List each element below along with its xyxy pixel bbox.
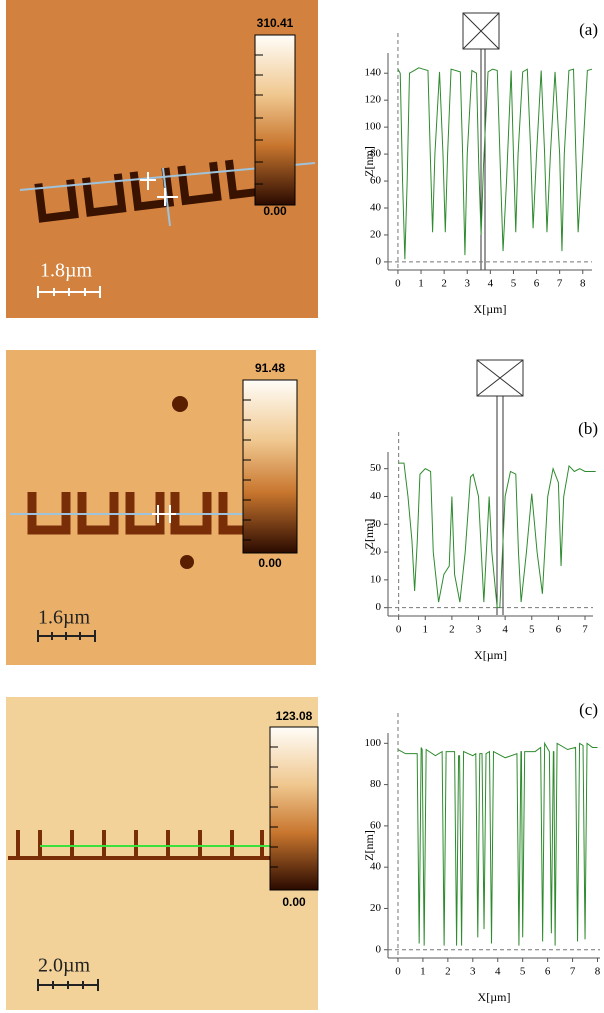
colorbar-min: 0.00 [282, 895, 306, 909]
x-tick-label: 6 [545, 966, 551, 978]
x-tick-label: 7 [570, 966, 576, 978]
profile-line [397, 67, 593, 260]
y-tick-label: 40 [370, 490, 382, 502]
cursor-boxes [462, 12, 524, 615]
y-tick-label: 100 [365, 121, 382, 133]
y-axis-label: Z[nm] [362, 146, 376, 177]
x-tick-label: 1 [420, 966, 426, 978]
y-tick-label: 20 [370, 902, 382, 914]
afm-image-a: 310.41 0.00 1.8µm [6, 0, 318, 318]
y-tick-label: 40 [370, 861, 382, 873]
x-tick-label: 2 [449, 624, 455, 636]
y-tick-label: 40 [370, 202, 382, 214]
x-tick-label: 2 [441, 278, 447, 290]
y-tick-label: 140 [365, 67, 382, 79]
x-tick-label: 1 [418, 278, 424, 290]
y-tick-label: 60 [370, 819, 382, 831]
scale-bar-label: 1.8µm [40, 260, 93, 282]
panel-label: (b) [578, 419, 598, 438]
x-tick-label: 7 [582, 624, 588, 636]
profile-line [397, 741, 598, 946]
y-tick-label: 20 [370, 228, 382, 240]
y-tick-label: 50 [370, 462, 382, 474]
colorbar-max: 123.08 [276, 709, 313, 723]
x-tick-label: 8 [595, 966, 601, 978]
x-tick-label: 4 [502, 624, 508, 636]
x-axis-label: X[µm] [474, 302, 507, 316]
panel-label: (c) [579, 700, 598, 719]
y-axis-label: Z[nm] [362, 519, 376, 550]
y-tick-label: 80 [370, 778, 382, 790]
panel-label: (a) [579, 20, 598, 39]
x-tick-label: 0 [395, 278, 401, 290]
x-tick-label: 5 [511, 278, 517, 290]
x-tick-label: 4 [488, 278, 494, 290]
x-tick-label: 4 [495, 966, 501, 978]
y-tick-label: 10 [370, 573, 382, 585]
y-tick-label: 60 [370, 175, 382, 187]
x-tick-label: 8 [580, 278, 586, 290]
y-tick-label: 100 [365, 737, 382, 749]
afm-image-c: 123.08 0.00 2.0µm [6, 697, 319, 1010]
x-tick-label: 5 [529, 624, 535, 636]
x-tick-label: 3 [470, 966, 476, 978]
colorbar-max: 310.41 [257, 16, 294, 30]
x-tick-label: 3 [464, 278, 470, 290]
y-tick-label: 120 [365, 94, 382, 106]
x-tick-label: 0 [396, 624, 402, 636]
y-tick-label: 0 [376, 943, 382, 955]
x-axis-label: X[µm] [474, 648, 507, 662]
x-axis-label: X[µm] [478, 990, 511, 1004]
x-tick-label: 0 [395, 966, 401, 978]
y-axis-label: Z[nm] [362, 830, 376, 861]
x-tick-label: 3 [476, 624, 482, 636]
colorbar-min: 0.00 [263, 204, 287, 218]
profile-line [398, 462, 596, 609]
scale-bar-label: 2.0µm [38, 955, 91, 977]
y-tick-label: 0 [376, 601, 382, 613]
x-tick-label: 6 [534, 278, 540, 290]
x-tick-label: 5 [520, 966, 526, 978]
y-tick-label: 0 [376, 255, 382, 267]
y-tick-label: 30 [370, 518, 382, 530]
y-tick-label: 20 [370, 546, 382, 558]
colorbar-max: 91.48 [255, 361, 285, 375]
x-tick-label: 2 [445, 966, 451, 978]
y-tick-label: 80 [370, 148, 382, 160]
x-tick-label: 7 [557, 278, 563, 290]
colorbar-min: 0.00 [258, 556, 282, 570]
x-tick-label: 6 [556, 624, 562, 636]
x-tick-label: 1 [423, 624, 429, 636]
afm-image-b: 91.48 0.00 1.6µm [6, 350, 316, 665]
scale-bar-label: 1.6µm [38, 607, 91, 629]
